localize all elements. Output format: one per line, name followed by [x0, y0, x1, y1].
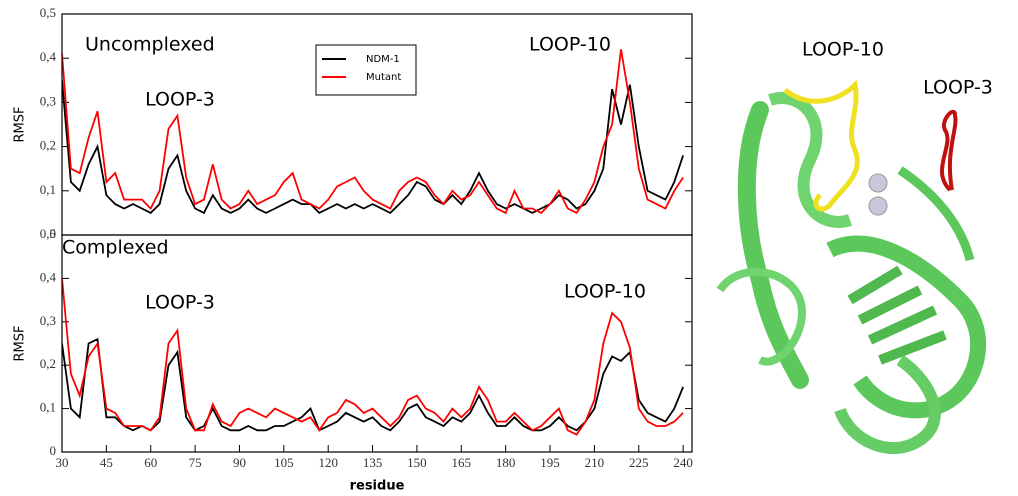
x-tick-label: 105: [274, 455, 294, 470]
annotation: LOOP-3: [145, 89, 215, 111]
protein-structure: LOOP-10 LOOP-3: [716, 39, 993, 455]
y-tick-label: 0,1: [40, 182, 56, 197]
x-tick-label: 120: [318, 455, 338, 470]
y-tick-label: 0,3: [40, 93, 56, 108]
strands: [847, 265, 947, 365]
y-tick-label: 0: [50, 226, 57, 241]
annotation: LOOP-3: [145, 292, 215, 314]
y-tick-label: 0: [50, 443, 57, 458]
loop-3-ribbon: [939, 109, 958, 192]
x-tick-label: 210: [585, 455, 605, 470]
x-tick-label: 165: [452, 455, 472, 470]
loop-10-ribbon: [783, 79, 860, 212]
y-axis-label: RMSF: [13, 107, 28, 143]
annotation: LOOP-10: [564, 281, 646, 303]
ribbon: [768, 92, 852, 228]
x-tick-label: 75: [189, 455, 202, 470]
y-tick-label: 0,1: [40, 400, 56, 415]
rmsf-line: [62, 337, 684, 432]
x-tick-label: 240: [673, 455, 693, 470]
legend-box: [315, 44, 417, 96]
x-tick-label: 150: [407, 455, 427, 470]
legend-label: NDM-1: [366, 54, 400, 65]
structure-label: LOOP-3: [923, 77, 993, 99]
x-tick-label: 195: [540, 455, 560, 470]
y-axis-label: RMSF: [13, 326, 28, 362]
y-tick-label: 0,3: [40, 313, 56, 328]
zinc-ion: [868, 196, 888, 216]
y-tick-label: 0,5: [40, 5, 56, 20]
structure-label: LOOP-10: [802, 39, 884, 61]
rmsf-line: [62, 278, 684, 436]
panel: 0 0,1 0,2 0,3 0,4 0,5 RMSF Uncomplexed LOOP-3 LOO…: [13, 5, 693, 241]
x-tick-label: 90: [233, 455, 246, 470]
x-tick-label: 225: [629, 455, 649, 470]
zinc-ion: [868, 173, 888, 193]
x-axis-label: residue: [350, 479, 405, 494]
y-tick-label: 0,2: [40, 356, 56, 371]
helix: [834, 355, 941, 455]
x-tick-label: 135: [363, 455, 383, 470]
y-tick-label: 0,4: [40, 49, 57, 64]
x-tick-label: 60: [144, 455, 157, 470]
legend-label: Mutant: [366, 72, 401, 83]
panel: 0 0,1 0,2 0,3 0,4 0,5 30 45 60 75 90 105 120 135 150 16…: [13, 226, 693, 494]
x-tick-label: 180: [496, 455, 516, 470]
y-tick-label: 0,4: [40, 269, 57, 284]
y-tick-label: 0,5: [40, 226, 56, 241]
loop: [897, 166, 975, 262]
loop: [716, 268, 806, 366]
annotation: LOOP-10: [529, 34, 611, 56]
annotation: Uncomplexed: [85, 34, 215, 56]
x-tick-label: 30: [56, 455, 69, 470]
x-tick-label: 45: [100, 455, 113, 470]
annotation: Complexed: [62, 237, 169, 259]
sheet: [826, 235, 987, 419]
plot-frame: [61, 234, 693, 453]
y-tick-label: 0,2: [40, 138, 56, 153]
rmsf-line: [62, 49, 684, 215]
